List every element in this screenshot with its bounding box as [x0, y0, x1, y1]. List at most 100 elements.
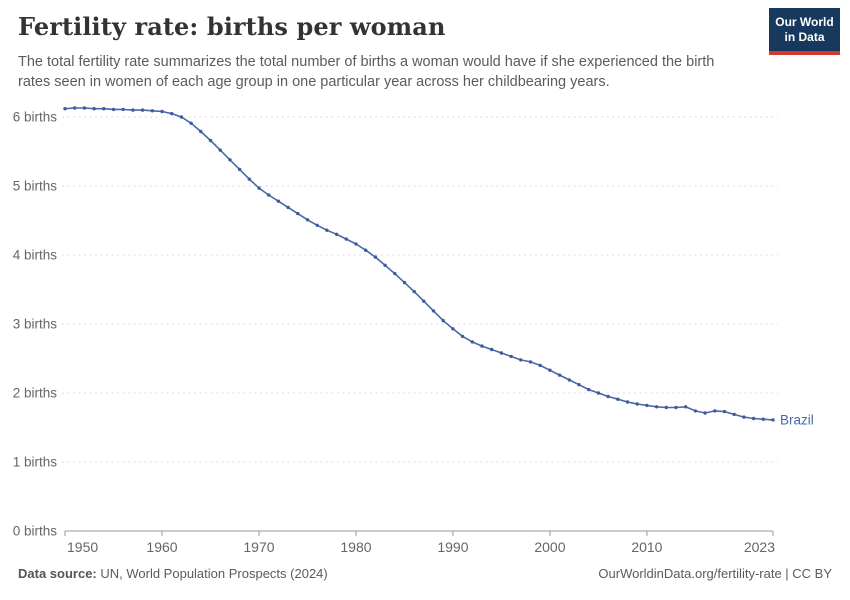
data-point[interactable]: [267, 193, 271, 197]
data-point[interactable]: [460, 334, 465, 339]
data-point[interactable]: [674, 405, 678, 410]
data-point[interactable]: [587, 387, 591, 392]
data-point[interactable]: [635, 402, 639, 406]
data-point[interactable]: [509, 354, 513, 359]
data-point[interactable]: [402, 280, 407, 285]
data-point[interactable]: [431, 309, 436, 313]
data-point[interactable]: [257, 186, 261, 190]
data-point[interactable]: [616, 397, 620, 401]
data-point[interactable]: [179, 115, 184, 119]
data-point[interactable]: [296, 211, 300, 216]
data-point[interactable]: [422, 299, 426, 303]
data-point[interactable]: [63, 107, 67, 111]
x-axis-tick-label: 2010: [631, 539, 662, 555]
y-axis-tick-label: 6 births: [13, 110, 58, 125]
data-point[interactable]: [228, 158, 232, 162]
y-axis-tick-label: 2 births: [13, 386, 58, 401]
data-point[interactable]: [383, 263, 387, 267]
data-point[interactable]: [528, 360, 533, 364]
data-point[interactable]: [364, 248, 368, 252]
data-point[interactable]: [199, 129, 203, 134]
data-point[interactable]: [208, 138, 213, 143]
data-point[interactable]: [373, 255, 378, 259]
data-point[interactable]: [742, 415, 746, 419]
data-point[interactable]: [480, 344, 484, 348]
data-point[interactable]: [82, 106, 87, 110]
line-chart[interactable]: 0 births 1 births 2 births 3 births 4 births…: [0, 95, 850, 565]
data-point[interactable]: [121, 107, 125, 112]
data-point[interactable]: [354, 242, 358, 246]
data-point[interactable]: [596, 391, 601, 395]
y-axis-tick-label: 3 births: [13, 317, 58, 332]
data-point[interactable]: [189, 121, 193, 125]
data-point[interactable]: [722, 409, 727, 414]
data-point[interactable]: [325, 228, 329, 232]
x-axis-tick-label: 1950: [67, 539, 98, 555]
data-point[interactable]: [73, 106, 77, 110]
data-source-note: Data source: UN, World Population Prospe…: [18, 566, 328, 581]
data-point[interactable]: [713, 409, 717, 413]
x-axis-tick-label: 2000: [534, 539, 565, 555]
data-point[interactable]: [92, 107, 96, 111]
data-point[interactable]: [538, 363, 542, 368]
data-source-value: UN, World Population Prospects (2024): [96, 566, 328, 581]
data-point[interactable]: [751, 416, 756, 421]
data-point[interactable]: [160, 109, 164, 114]
data-point[interactable]: [315, 223, 319, 227]
data-point[interactable]: [771, 418, 775, 422]
data-point[interactable]: [334, 232, 339, 236]
data-point[interactable]: [645, 403, 649, 408]
chart-area[interactable]: 0 births 1 births 2 births 3 births 4 births…: [0, 95, 850, 565]
data-point[interactable]: [102, 107, 106, 111]
y-axis-tick-label: 5 births: [13, 179, 58, 194]
data-point[interactable]: [577, 383, 581, 387]
data-point[interactable]: [305, 218, 310, 222]
series-line[interactable]: [64, 107, 774, 421]
data-point[interactable]: [412, 289, 416, 294]
data-point[interactable]: [519, 358, 523, 362]
data-point[interactable]: [111, 107, 116, 112]
data-point[interactable]: [451, 327, 455, 331]
x-axis-tick-label: 1960: [146, 539, 177, 555]
data-point[interactable]: [218, 148, 222, 152]
data-point[interactable]: [441, 318, 445, 323]
owid-license-link[interactable]: OurWorldinData.org/fertility-rate | CC B…: [598, 566, 832, 581]
data-point[interactable]: [664, 405, 668, 410]
x-axis: 1950 1960 1970 1980 1990 2000 2010 2023: [64, 530, 775, 555]
owid-logo-line1: Our World: [775, 15, 834, 29]
data-point[interactable]: [150, 109, 154, 113]
data-point[interactable]: [703, 411, 707, 415]
data-point[interactable]: [548, 368, 552, 372]
data-point[interactable]: [732, 412, 736, 417]
data-point[interactable]: [499, 351, 504, 355]
chart-subtitle: The total fertility rate summarizes the …: [18, 54, 715, 90]
data-point[interactable]: [761, 417, 765, 421]
data-point[interactable]: [131, 108, 135, 112]
data-point[interactable]: [276, 199, 281, 203]
owid-logo[interactable]: Our World in Data: [769, 8, 840, 55]
data-point[interactable]: [684, 405, 688, 409]
x-axis-tick-label: 1970: [243, 539, 274, 555]
series-label-brazil[interactable]: Brazil: [780, 412, 814, 427]
data-point[interactable]: [170, 111, 174, 116]
y-axis-tick-label: 0 births: [13, 524, 58, 539]
gridlines: 0 births 1 births 2 births 3 births 4 births…: [13, 110, 778, 539]
data-point[interactable]: [490, 347, 494, 352]
data-point[interactable]: [557, 373, 562, 377]
data-point[interactable]: [140, 108, 145, 112]
series-markers: [63, 106, 775, 422]
data-point[interactable]: [606, 394, 610, 399]
data-point[interactable]: [237, 167, 242, 172]
data-point[interactable]: [654, 405, 659, 409]
data-point[interactable]: [567, 378, 571, 382]
data-point[interactable]: [393, 271, 397, 276]
data-point[interactable]: [470, 340, 474, 344]
y-axis-tick-label: 4 births: [13, 248, 58, 263]
x-axis-tick-label: 2023: [744, 539, 775, 555]
data-point[interactable]: [247, 177, 251, 181]
data-point[interactable]: [344, 237, 348, 241]
data-point[interactable]: [693, 409, 698, 413]
data-point[interactable]: [286, 205, 290, 210]
data-point[interactable]: [625, 400, 630, 404]
